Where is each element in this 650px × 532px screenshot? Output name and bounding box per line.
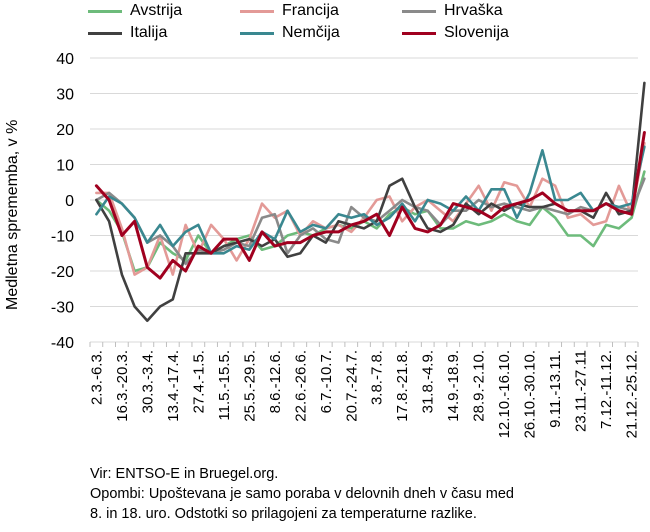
x-tick-label: 28.9.-2.10. <box>471 350 488 422</box>
x-tick-label: 27.4.-1.5. <box>190 350 207 413</box>
x-tick-label: 31.8.-4.9. <box>420 350 437 413</box>
x-tick-label: 20.7.-24.7. <box>343 350 360 422</box>
series-line-italija <box>95 81 646 323</box>
remarks-line-1: Opombi: Upoštevana je samo poraba v delo… <box>90 486 514 502</box>
legend-item-italija: Italija <box>88 24 167 42</box>
x-tick-label: 23.11.-27.11 <box>573 350 590 432</box>
x-tick-label: 25.5.-29.5. <box>241 350 258 422</box>
legend-label-hrvaska: Hrvaška <box>444 2 503 19</box>
y-tick-label: -20 <box>51 264 74 281</box>
legend-swatch-hrvaska <box>402 9 436 13</box>
y-tick-label: 30 <box>56 87 74 104</box>
legend-swatch-slovenija <box>402 31 436 35</box>
y-tick-label: -40 <box>51 335 74 352</box>
y-tick-label: 10 <box>56 158 74 175</box>
x-tick-label: 30.3.-3.4. <box>139 350 156 413</box>
y-tick-label: 40 <box>56 51 74 68</box>
x-tick-label: 17.8.-21.8. <box>394 350 411 422</box>
source-note: Vir: ENTSO-E in Bruegel.org. <box>90 466 279 482</box>
legend-label-italija: Italija <box>130 24 168 41</box>
x-tick-label: 7.12.-11.12. <box>598 350 615 429</box>
x-tick-label: 11.5.-15.5. <box>216 350 233 421</box>
legend-label-avstrija: Avstrija <box>130 2 183 19</box>
remarks-line-2: 8. in 18. uro. Odstotki so prilagojeni z… <box>90 506 477 522</box>
legend-swatch-francija <box>240 9 274 13</box>
legend-label-nemcija: Nemčija <box>282 24 340 41</box>
x-tick-label: 8.6.-12.6. <box>267 350 284 413</box>
y-tick-label: 0 <box>65 193 74 210</box>
x-tick-label: 3.8.-7.8. <box>369 350 386 405</box>
x-tick-label: 12.10.-16.10. <box>496 350 513 438</box>
legend-label-francija: Francija <box>282 2 339 19</box>
legend-swatch-nemcija <box>240 31 274 35</box>
legend-swatch-avstrija <box>88 9 122 13</box>
series-line-nemčija <box>95 145 646 255</box>
x-tick-label: 22.6.-26.6. <box>292 350 309 422</box>
x-tick-label: 13.4.-17.4. <box>165 350 182 422</box>
legend-item-hrvaska: Hrvaška <box>402 2 503 20</box>
series-line-slovenija <box>94 131 646 280</box>
x-tick-label: 2.3.-6.3. <box>88 350 105 405</box>
y-tick-label: -30 <box>51 300 74 317</box>
y-tick-label: 20 <box>56 122 74 139</box>
y-tick-label: -10 <box>51 229 74 246</box>
x-tick-label: 6.7.-10.7. <box>318 350 335 413</box>
legend-item-avstrija: Avstrija <box>88 2 182 20</box>
x-tick-label: 14.9.-18.9. <box>445 350 462 422</box>
legend-item-nemcija: Nemčija <box>240 24 340 42</box>
x-tick-label: 9.11.-13.11. <box>547 350 564 428</box>
legend-label-slovenija: Slovenija <box>444 24 509 41</box>
x-tick-label: 26.10.-30.10. <box>522 350 539 438</box>
x-tick-label: 21.12.-25.12. <box>624 350 641 438</box>
legend-item-francija: Francija <box>240 2 339 20</box>
x-tick-label: 16.3.-20.3. <box>114 350 131 422</box>
legend-item-slovenija: Slovenija <box>402 24 509 42</box>
legend-swatch-italija <box>88 31 122 35</box>
chart-notes: Vir: ENTSO-E in Bruegel.org. Opombi: Upo… <box>90 464 514 524</box>
